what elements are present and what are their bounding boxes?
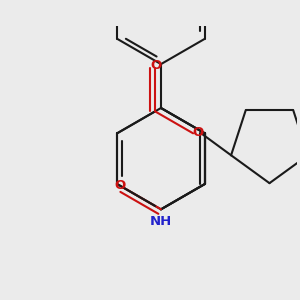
Text: NH: NH [150,215,172,228]
Text: O: O [114,178,125,192]
Text: O: O [151,59,162,72]
Text: O: O [192,126,203,139]
